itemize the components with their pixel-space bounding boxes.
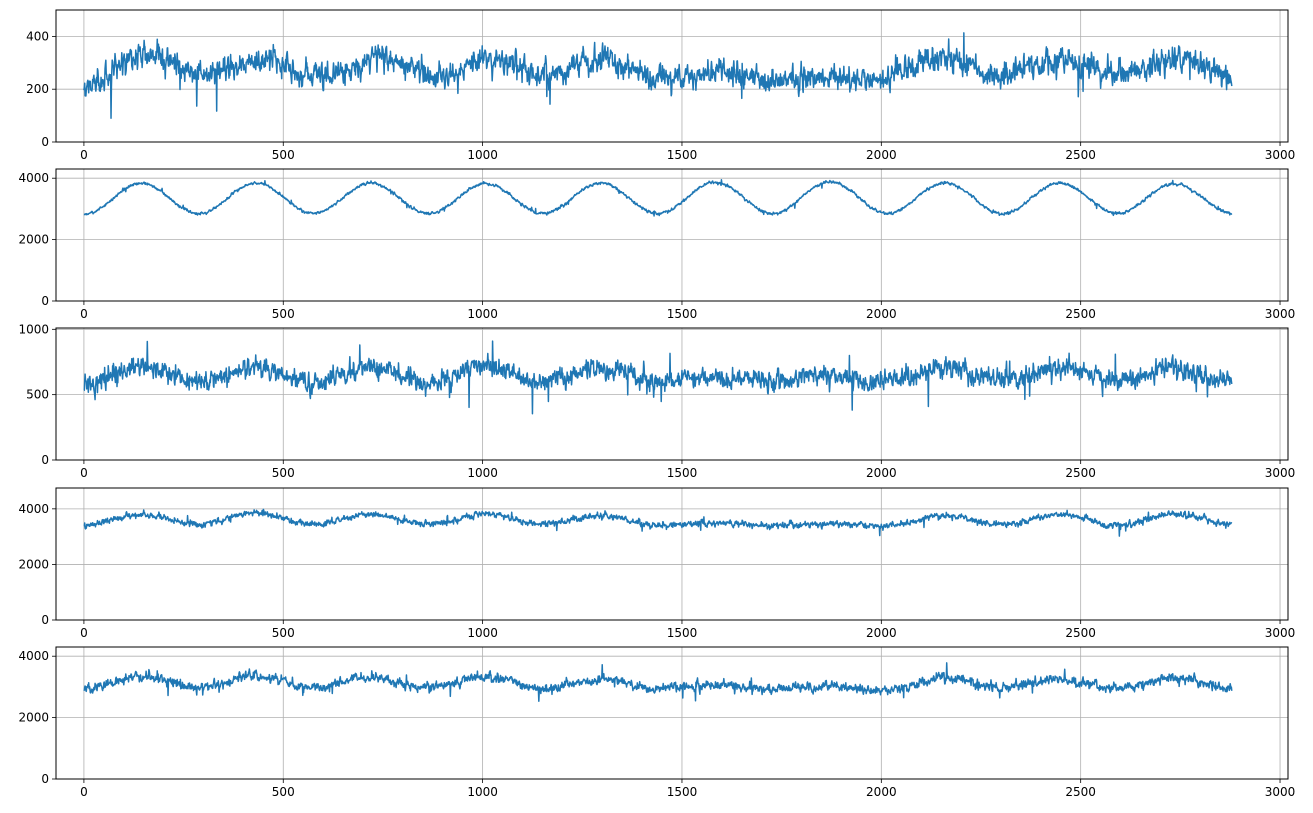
x-tick-label: 2500	[1065, 626, 1096, 640]
x-tick-label: 1000	[467, 626, 498, 640]
y-tick-label: 500	[26, 388, 49, 402]
x-tick-label: 500	[272, 148, 295, 162]
x-tick-label: 500	[272, 466, 295, 480]
y-tick-label: 0	[41, 294, 49, 308]
series-line	[83, 179, 1233, 217]
x-tick-label: 2000	[866, 307, 897, 321]
y-tick-label: 0	[41, 453, 49, 467]
y-tick-label: 0	[41, 772, 49, 786]
series-line	[83, 32, 1233, 119]
x-tick-label: 1500	[667, 307, 698, 321]
x-tick-label: 0	[80, 148, 88, 162]
x-tick-label: 3000	[1265, 307, 1296, 321]
series-line	[83, 340, 1233, 415]
y-tick-label: 4000	[18, 502, 49, 516]
y-tick-label: 0	[41, 613, 49, 627]
x-tick-label: 1000	[467, 785, 498, 799]
subplot-3: 0 500 1000 1500 2000 2500 3000 0 500 1000	[18, 322, 1295, 480]
x-tick-label: 2000	[866, 785, 897, 799]
y-tick-label: 2000	[18, 233, 49, 247]
x-tick-label: 3000	[1265, 626, 1296, 640]
axes-frame	[55, 327, 1289, 461]
x-tick-label: 1000	[467, 466, 498, 480]
y-tick-label: 400	[26, 29, 49, 43]
y-tick-label: 2000	[18, 711, 49, 725]
y-tick-label: 4000	[18, 171, 49, 185]
subplot-2: 0 500 1000 1500 2000 2500 3000 0 2000 4000	[18, 168, 1296, 321]
x-tick-label: 0	[80, 626, 88, 640]
y-tick-label: 0	[41, 135, 49, 149]
x-tick-label: 1500	[667, 626, 698, 640]
axes-frame	[55, 646, 1289, 780]
x-tick-label: 3000	[1265, 148, 1296, 162]
x-tick-label: 1500	[667, 466, 698, 480]
x-tick-label: 2500	[1065, 148, 1096, 162]
x-tick-label: 2500	[1065, 785, 1096, 799]
y-tick-label: 200	[26, 82, 49, 96]
x-tick-label: 2000	[866, 466, 897, 480]
y-tick-label: 2000	[18, 557, 49, 571]
x-tick-label: 500	[272, 626, 295, 640]
subplot-5: 0 500 1000 1500 2000 2500 3000 0 2000 4000	[18, 646, 1296, 799]
y-tick-label: 1000	[18, 322, 49, 336]
x-tick-label: 1000	[467, 307, 498, 321]
series-line	[83, 508, 1233, 537]
x-tick-label: 500	[272, 785, 295, 799]
axes-frame	[55, 168, 1289, 302]
x-tick-label: 1000	[467, 148, 498, 162]
x-tick-label: 2500	[1065, 466, 1096, 480]
x-tick-label: 0	[80, 466, 88, 480]
axes-frame	[55, 487, 1289, 621]
x-tick-label: 2000	[866, 148, 897, 162]
x-tick-label: 3000	[1265, 785, 1296, 799]
x-tick-label: 0	[80, 785, 88, 799]
y-tick-label: 4000	[18, 649, 49, 663]
subplot-4: 0 500 1000 1500 2000 2500 3000 0 2000 4000	[18, 487, 1296, 640]
x-tick-label: 0	[80, 307, 88, 321]
x-tick-label: 500	[272, 307, 295, 321]
x-tick-label: 3000	[1265, 466, 1296, 480]
x-tick-label: 2000	[866, 626, 897, 640]
axes-frame	[55, 9, 1289, 143]
x-tick-label: 1500	[667, 148, 698, 162]
series-line	[83, 662, 1233, 702]
x-tick-label: 1500	[667, 785, 698, 799]
subplot-1: 0 500 1000 1500 2000 2500 3000 0 200 400	[26, 9, 1296, 162]
x-tick-label: 2500	[1065, 307, 1096, 321]
